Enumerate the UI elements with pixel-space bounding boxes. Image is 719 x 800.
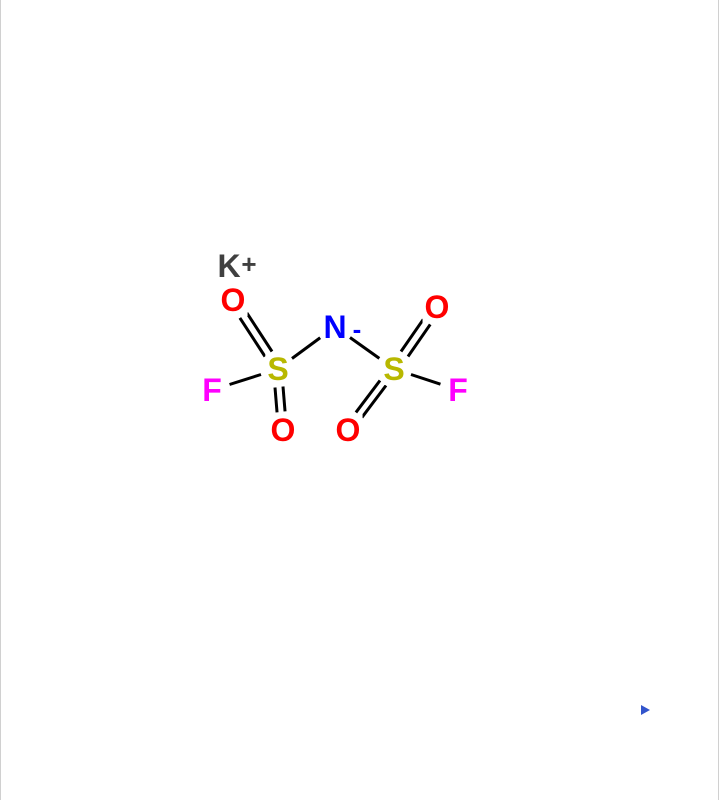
bond-segment [229, 373, 262, 386]
bond-segment [411, 373, 442, 386]
atom-N: N [321, 311, 348, 343]
atom-O2: O [269, 414, 298, 446]
atom-O3: O [423, 291, 452, 323]
molecule-canvas: K+OON-SFSOOF [1, 0, 719, 800]
bond-segment [282, 386, 287, 411]
atom-O4: O [334, 414, 363, 446]
charge-K: + [241, 251, 256, 277]
charge-N: - [353, 316, 362, 342]
bond-segment [274, 387, 279, 412]
play-icon[interactable] [641, 705, 650, 715]
bond-segment [292, 336, 322, 359]
atom-F1: F [200, 374, 224, 406]
atom-O1: O [219, 284, 248, 316]
atom-K: K [215, 250, 242, 282]
atom-F2: F [446, 374, 470, 406]
atom-S1: S [265, 353, 290, 385]
atom-S2: S [381, 353, 406, 385]
